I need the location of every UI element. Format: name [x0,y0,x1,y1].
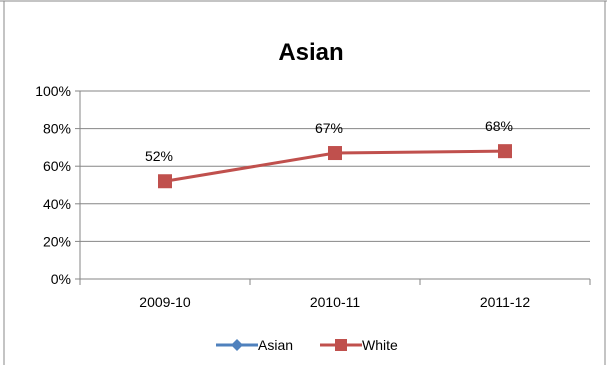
y-tick-label: 40% [43,196,71,212]
series-layer [158,144,512,189]
data-label: 52% [145,148,173,164]
x-tick-label: 2010-11 [310,294,361,310]
chart-title: Asian [278,39,343,66]
data-point-marker [328,146,342,161]
data-labels: 52% 67% 68% [145,118,513,164]
y-axis-tick-labels: 0% 20% 40% 60% 80% 100% [35,83,71,287]
axes [75,90,591,285]
y-tick-label: 20% [43,233,71,249]
data-label: 67% [315,120,343,136]
legend-label-white: White [362,337,398,353]
y-tick-label: 80% [43,121,71,137]
legend-marker-white [335,339,347,351]
legend-marker-asian [231,339,243,351]
data-point-marker [158,174,172,189]
data-label: 68% [485,118,513,134]
y-tick-label: 100% [35,83,71,99]
legend-label-asian: Asian [258,337,293,353]
data-point-marker [498,144,512,159]
x-tick-label: 2009-10 [139,294,191,310]
legend: Asian White [216,337,398,353]
x-tick-label: 2011-12 [480,294,531,310]
y-tick-label: 0% [51,271,71,287]
x-axis-tick-labels: 2009-10 2010-11 2011-12 [139,294,530,310]
y-tick-label: 60% [43,158,71,174]
gridlines [80,90,590,242]
